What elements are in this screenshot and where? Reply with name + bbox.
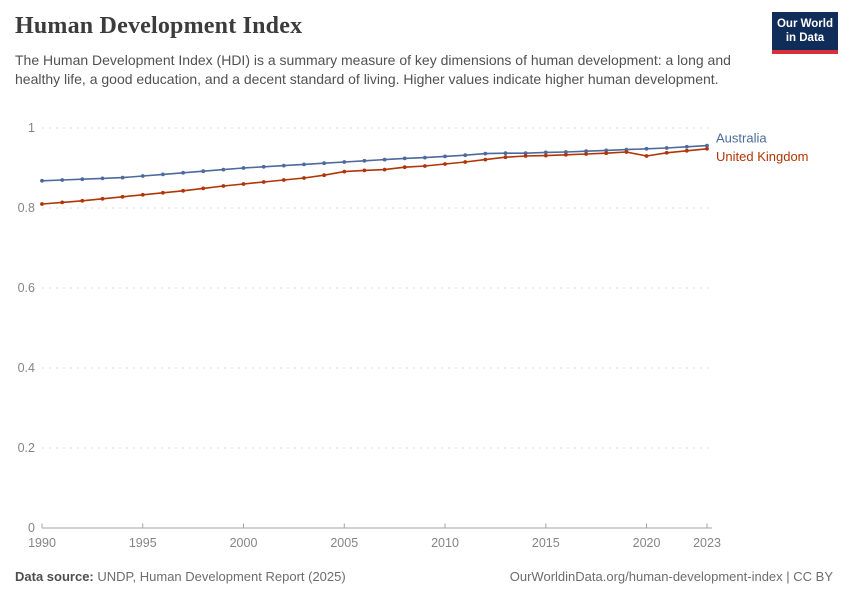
data-point-australia[interactable] bbox=[221, 167, 226, 172]
x-axis-tick-label: 2005 bbox=[330, 536, 358, 550]
data-point-united-kingdom[interactable] bbox=[100, 196, 105, 201]
y-axis-tick-label: 0 bbox=[28, 521, 35, 535]
y-axis-tick-label: 0.8 bbox=[18, 201, 35, 215]
data-point-australia[interactable] bbox=[604, 148, 609, 153]
data-point-united-kingdom[interactable] bbox=[664, 150, 669, 155]
data-point-australia[interactable] bbox=[503, 151, 508, 156]
data-point-australia[interactable] bbox=[543, 150, 548, 155]
data-point-united-kingdom[interactable] bbox=[362, 168, 367, 173]
data-point-united-kingdom[interactable] bbox=[624, 150, 629, 154]
data-point-australia[interactable] bbox=[281, 163, 286, 168]
data-point-united-kingdom[interactable] bbox=[684, 148, 689, 153]
data-point-united-kingdom[interactable] bbox=[644, 154, 649, 158]
data-point-united-kingdom[interactable] bbox=[120, 194, 125, 199]
data-point-united-kingdom[interactable] bbox=[342, 169, 347, 174]
x-axis-tick-label: 2015 bbox=[532, 536, 560, 550]
data-point-australia[interactable] bbox=[80, 177, 85, 182]
data-point-australia[interactable] bbox=[443, 154, 447, 159]
owid-logo-line2: in Data bbox=[785, 31, 825, 44]
data-point-united-kingdom[interactable] bbox=[382, 167, 387, 172]
data-point-australia[interactable] bbox=[463, 153, 468, 158]
data-point-australia[interactable] bbox=[644, 146, 649, 151]
data-point-australia[interactable] bbox=[423, 155, 427, 160]
y-axis-tick-label: 0.6 bbox=[18, 281, 35, 295]
data-point-australia[interactable] bbox=[100, 176, 105, 181]
data-point-australia[interactable] bbox=[483, 151, 488, 156]
data-point-australia[interactable] bbox=[523, 151, 528, 156]
data-point-united-kingdom[interactable] bbox=[543, 153, 548, 158]
data-point-united-kingdom[interactable] bbox=[584, 152, 588, 156]
data-point-united-kingdom[interactable] bbox=[423, 164, 427, 168]
x-axis-tick-label: 1990 bbox=[28, 536, 56, 550]
series-line-australia[interactable] bbox=[41, 144, 708, 182]
y-axis-tick-label: 1 bbox=[28, 121, 35, 135]
data-point-united-kingdom[interactable] bbox=[221, 184, 226, 188]
data-point-australia[interactable] bbox=[40, 178, 44, 183]
data-point-australia[interactable] bbox=[201, 169, 206, 174]
y-axis-tick-label: 0.4 bbox=[18, 361, 35, 375]
x-axis-tick-label: 2020 bbox=[633, 536, 661, 550]
data-point-united-kingdom[interactable] bbox=[161, 190, 165, 195]
data-point-australia[interactable] bbox=[60, 178, 65, 182]
data-point-australia[interactable] bbox=[382, 157, 387, 162]
data-point-united-kingdom[interactable] bbox=[201, 186, 206, 191]
data-source-label: Data source: bbox=[15, 569, 94, 584]
data-point-united-kingdom[interactable] bbox=[241, 182, 246, 186]
data-point-united-kingdom[interactable] bbox=[261, 180, 266, 184]
data-point-united-kingdom[interactable] bbox=[40, 202, 44, 206]
data-point-australia[interactable] bbox=[664, 146, 669, 150]
data-point-united-kingdom[interactable] bbox=[705, 146, 709, 151]
data-point-united-kingdom[interactable] bbox=[140, 192, 145, 197]
legend-label-united-kingdom[interactable]: United Kingdom bbox=[716, 149, 809, 164]
data-source: Data source: UNDP, Human Development Rep… bbox=[15, 569, 346, 584]
data-point-australia[interactable] bbox=[402, 156, 407, 161]
data-point-united-kingdom[interactable] bbox=[322, 173, 326, 178]
data-point-united-kingdom[interactable] bbox=[60, 200, 65, 205]
data-point-australia[interactable] bbox=[161, 172, 165, 177]
data-point-united-kingdom[interactable] bbox=[281, 178, 286, 182]
data-source-value: UNDP, Human Development Report (2025) bbox=[97, 569, 346, 584]
data-point-australia[interactable] bbox=[584, 149, 588, 154]
data-point-australia[interactable] bbox=[302, 162, 306, 167]
y-axis-tick-label: 0.2 bbox=[18, 441, 35, 455]
owid-logo-line1: Our World bbox=[776, 18, 833, 30]
data-point-australia[interactable] bbox=[342, 160, 347, 164]
data-point-australia[interactable] bbox=[362, 158, 367, 163]
data-point-australia[interactable] bbox=[684, 144, 689, 149]
data-point-united-kingdom[interactable] bbox=[523, 154, 528, 158]
data-point-australia[interactable] bbox=[120, 175, 125, 180]
x-axis-tick-label: 1995 bbox=[129, 536, 157, 550]
owid-logo[interactable]: Our World in Data bbox=[772, 12, 838, 54]
data-point-united-kingdom[interactable] bbox=[443, 162, 447, 166]
page-title: Human Development Index bbox=[15, 13, 303, 39]
data-point-united-kingdom[interactable] bbox=[463, 160, 468, 164]
data-point-united-kingdom[interactable] bbox=[483, 157, 488, 162]
data-point-australia[interactable] bbox=[140, 174, 145, 178]
data-point-australia[interactable] bbox=[181, 170, 186, 175]
data-point-australia[interactable] bbox=[705, 143, 709, 148]
data-point-united-kingdom[interactable] bbox=[80, 198, 85, 203]
data-point-united-kingdom[interactable] bbox=[402, 165, 407, 170]
legend-label-australia[interactable]: Australia bbox=[716, 131, 767, 146]
attribution-link[interactable]: OurWorldinData.org/human-development-ind… bbox=[509, 569, 833, 584]
data-point-united-kingdom[interactable] bbox=[302, 176, 306, 180]
x-axis-tick-label: 2000 bbox=[230, 536, 258, 550]
data-point-australia[interactable] bbox=[322, 161, 326, 166]
data-point-united-kingdom[interactable] bbox=[564, 152, 568, 157]
data-point-australia[interactable] bbox=[241, 166, 246, 170]
data-point-united-kingdom[interactable] bbox=[604, 151, 609, 156]
chart-subtitle: The Human Development Index (HDI) is a s… bbox=[15, 52, 731, 87]
x-axis-tick-label: 2010 bbox=[431, 536, 459, 550]
data-point-australia[interactable] bbox=[564, 150, 568, 154]
data-point-united-kingdom[interactable] bbox=[181, 188, 186, 193]
data-point-united-kingdom[interactable] bbox=[503, 155, 508, 160]
x-axis-tick-label: 2023 bbox=[693, 536, 721, 550]
data-point-australia[interactable] bbox=[261, 164, 266, 169]
series-line-united-kingdom[interactable] bbox=[41, 148, 708, 205]
